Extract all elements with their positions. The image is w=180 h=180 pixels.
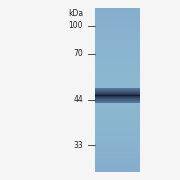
Text: 33: 33 [73, 141, 83, 150]
Text: kDa: kDa [68, 10, 83, 19]
Text: 100: 100 [69, 21, 83, 30]
Text: 70: 70 [73, 50, 83, 59]
Text: 44: 44 [73, 96, 83, 105]
